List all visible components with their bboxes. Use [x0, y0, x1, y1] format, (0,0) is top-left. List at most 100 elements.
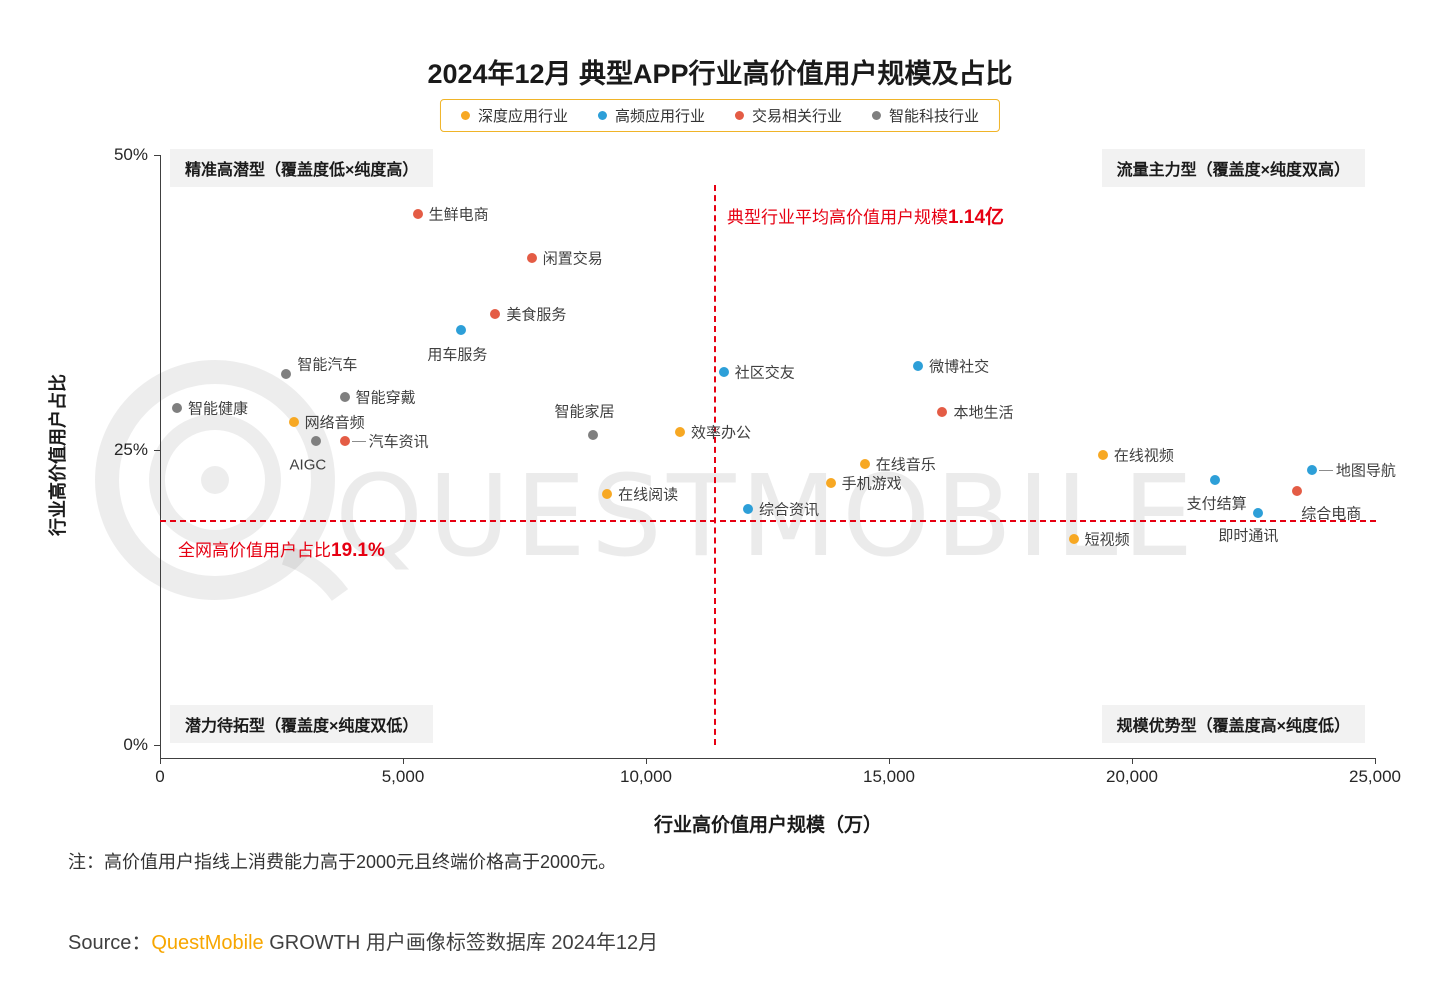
reference-line-vertical	[714, 185, 717, 745]
data-point	[937, 407, 948, 418]
y-tick-label: 0%	[123, 735, 148, 754]
watermark-logo-icon	[95, 360, 349, 602]
note-text: 注：高价值用户指线上消费能力高于2000元且终端价格高于2000元。	[68, 852, 617, 872]
data-point	[1306, 465, 1317, 476]
watermark-text: QUESTMOBILE	[335, 452, 1199, 582]
data-point-label: 效率办公	[691, 424, 752, 442]
data-point	[490, 309, 501, 320]
quadrant-label-top-right: 流量主力型（覆盖度×纯度双高）	[1101, 149, 1365, 187]
data-point-label: 社区交友	[734, 364, 795, 382]
x-tick-label: 15,000	[863, 767, 915, 786]
data-point-label: 生鲜电商	[428, 206, 489, 224]
data-point-label: 在线音乐	[875, 456, 936, 474]
legend-swatch	[460, 111, 470, 120]
data-point	[743, 504, 754, 514]
legend-swatch	[872, 111, 882, 120]
data-point-label: 即时通讯	[1218, 527, 1279, 545]
source-prefix: Source：	[68, 932, 152, 954]
data-point-label: 在线视频	[1113, 447, 1174, 465]
data-point	[675, 427, 686, 438]
leader-line	[1318, 470, 1333, 472]
data-point-label: 网络音频	[304, 414, 365, 432]
quadrant-label-top-left: 精准高潜型（覆盖度低×纯度高）	[170, 149, 434, 187]
y-tick-label: 50%	[113, 145, 148, 164]
legend-item-label: 智能科技行业	[889, 108, 980, 125]
data-point	[602, 488, 613, 499]
legend-item: 深度应用行业	[460, 105, 568, 126]
data-point	[587, 429, 598, 440]
x-axis-title: 行业高价值用户规模（万）	[653, 815, 882, 836]
data-point-label: AIGC	[289, 456, 327, 474]
data-point	[281, 369, 292, 380]
x-axis-line	[160, 758, 1376, 759]
data-point-label: 在线阅读	[618, 486, 679, 504]
source-line: Source：QuestMobile GROWTH 用户画像标签数据库 2024…	[68, 926, 658, 955]
y-tick-label: 25%	[113, 440, 148, 459]
data-point	[339, 435, 350, 446]
leader-line	[351, 440, 366, 442]
x-tick-mark	[1375, 758, 1376, 764]
legend-item: 智能科技行业	[872, 105, 979, 126]
x-tick-mark	[889, 758, 890, 764]
y-axis-line	[160, 155, 161, 758]
legend-item-label: 交易相关行业	[752, 108, 843, 125]
data-point-label: 综合资讯	[759, 501, 820, 519]
annotation-network-ratio: 全网高价值用户占比19.1%	[178, 536, 385, 562]
y-axis-title: 行业高价值用户占比	[48, 374, 68, 536]
data-point-label: 手机游戏	[841, 475, 902, 493]
legend-swatch	[735, 111, 744, 120]
reference-line-horizontal	[160, 519, 1376, 522]
x-tick-mark	[403, 758, 404, 764]
data-point-label: 支付结算	[1186, 495, 1247, 512]
data-point-label: 智能汽车	[297, 356, 358, 374]
data-point-label: 智能家居	[554, 403, 615, 421]
data-point-label: 美食服务	[506, 306, 567, 324]
data-point	[1253, 507, 1264, 518]
data-point-label: 闲置交易	[542, 250, 603, 268]
annotation-average-scale-text: 典型行业平均高价值用户规模	[727, 208, 949, 227]
x-tick-mark	[646, 758, 647, 764]
data-point	[859, 459, 870, 470]
data-point	[825, 478, 836, 489]
data-point	[526, 252, 537, 263]
data-point-label: 用车服务	[427, 346, 488, 364]
quadrant-label-bottom-left: 潜力待拓型（覆盖度×纯度双低）	[170, 705, 434, 743]
x-tick-label: 20,000	[1106, 767, 1158, 786]
data-point	[412, 209, 423, 219]
annotation-network-ratio-text: 全网高价值用户占比	[178, 540, 331, 560]
data-point	[456, 324, 467, 335]
data-point-label: 智能健康	[188, 400, 249, 418]
y-tick-mark	[154, 745, 160, 746]
x-tick-label: 10,000	[620, 767, 672, 786]
data-point	[172, 402, 182, 413]
data-point	[1209, 474, 1220, 485]
data-point-label: 微博社交	[929, 358, 990, 376]
data-point	[288, 416, 299, 427]
x-tick-label: 25,000	[1349, 767, 1401, 786]
page-title: 2024年12月 典型APP行业高价值用户规模及占比	[427, 59, 1013, 89]
legend: 深度应用行业 高频应用行业 交易相关行业 智能科技行业	[439, 99, 1001, 132]
data-point	[339, 391, 350, 402]
annotation-network-ratio-value: 19.1%	[331, 539, 385, 561]
x-tick-label: 0	[155, 767, 165, 786]
annotation-average-scale: 典型行业平均高价值用户规模1.14亿	[727, 202, 1004, 229]
legend-item: 高频应用行业	[597, 105, 705, 126]
y-tick-mark	[154, 155, 160, 156]
legend-swatch	[597, 111, 607, 120]
data-point	[1292, 486, 1303, 497]
data-point	[913, 361, 924, 372]
data-point	[718, 367, 729, 378]
data-point-label: 综合电商	[1301, 505, 1362, 523]
legend-item: 交易相关行业	[735, 105, 842, 126]
data-point-label: 本地生活	[953, 404, 1014, 422]
data-point-label: 短视频	[1084, 531, 1130, 548]
data-point	[1068, 533, 1079, 544]
quadrant-label-bottom-right: 规模优势型（覆盖度高×纯度低）	[1101, 705, 1365, 743]
legend-item-label: 深度应用行业	[477, 108, 568, 125]
data-point	[310, 435, 321, 446]
data-point-label: 地图导航	[1335, 462, 1396, 480]
y-tick-mark	[154, 450, 160, 451]
source-brand: QuestMobile	[151, 932, 264, 954]
data-point-label: 汽车资讯	[368, 433, 429, 451]
x-tick-mark	[1132, 758, 1133, 764]
